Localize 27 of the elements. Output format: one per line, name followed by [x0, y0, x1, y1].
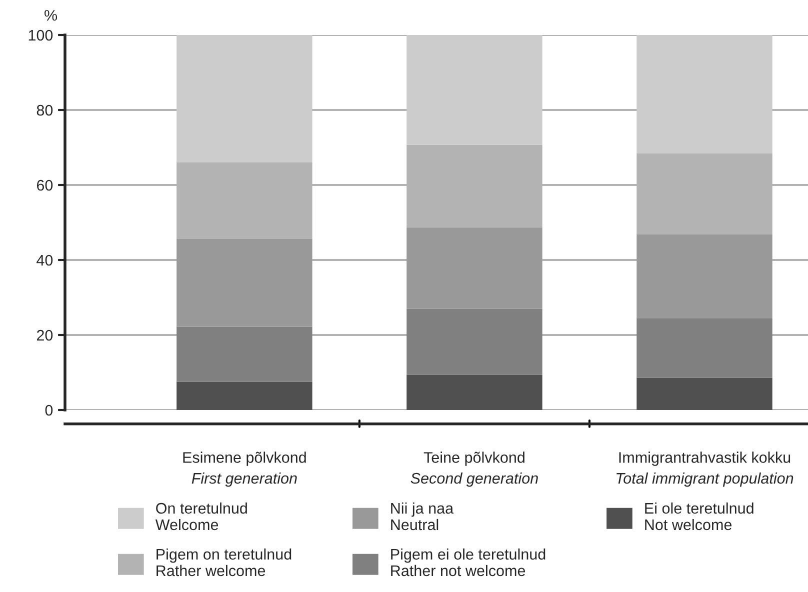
- bar: [176, 162, 312, 239]
- bar: [176, 382, 312, 410]
- bar: [406, 374, 542, 410]
- legend-label: Nii ja naa Neutral: [391, 502, 454, 530]
- bar: [406, 35, 542, 145]
- category-label: Esimene põlvkond First generation: [183, 452, 306, 487]
- bar: [636, 35, 772, 154]
- y-tick-label: 60: [36, 180, 53, 191]
- bar: [176, 326, 312, 382]
- category-label: Teine põlvkond Second generation: [410, 452, 538, 487]
- legend-label: Pigem on teretulnud Rather welcome: [156, 548, 292, 576]
- bar: [406, 144, 542, 228]
- y-tick-label: 100: [28, 30, 53, 41]
- y-tick-label: 80: [36, 104, 53, 116]
- bar: [636, 318, 772, 378]
- bar: [176, 35, 312, 162]
- legend-label: On teretulnud Welcome: [155, 502, 247, 530]
- y-tick-label: 40: [36, 254, 53, 266]
- y-tick-label: 0: [45, 404, 53, 416]
- y-tick-label: 20: [36, 330, 53, 341]
- legend-label: Pigem ei ole teretulnud Rather not welcome: [391, 548, 546, 576]
- bar: [636, 154, 772, 234]
- bar: [636, 378, 772, 410]
- legend-label: Ei ole teretulnud Not welcome: [645, 502, 754, 530]
- category-label: Immigrantrahvastik kokku Total immigrant population: [616, 452, 794, 487]
- y-axis-title: %: [44, 10, 58, 21]
- bar: [406, 308, 542, 375]
